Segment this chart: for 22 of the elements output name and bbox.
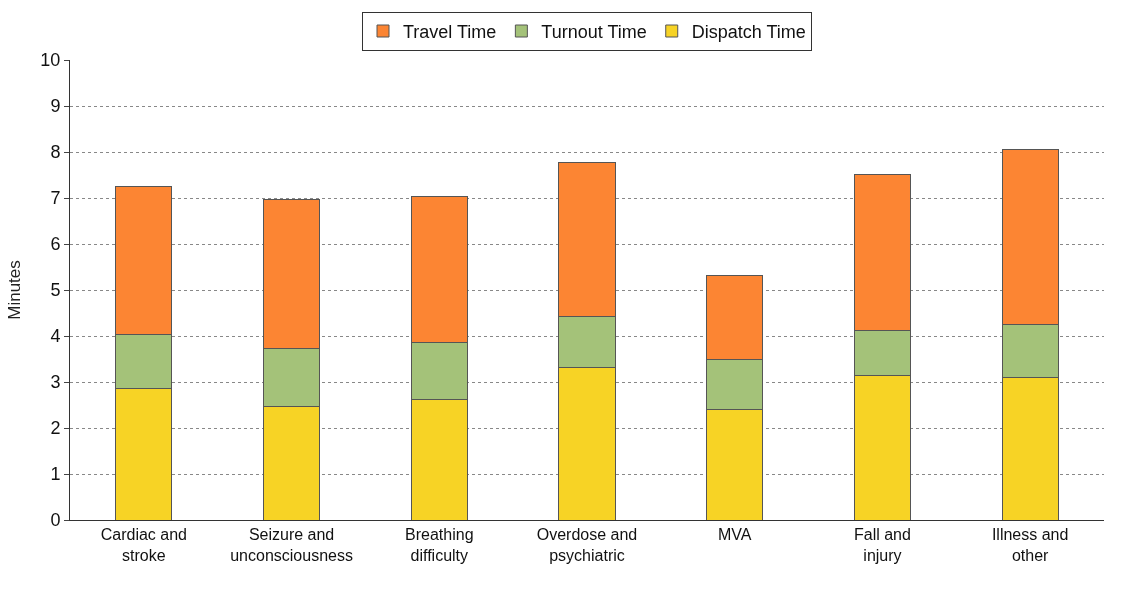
- y-tick-label: 2: [50, 418, 61, 439]
- legend-label: Travel Time: [403, 22, 497, 43]
- x-tick-label: Overdose and psychiatric: [536, 526, 638, 564]
- y-tick-label: 9: [50, 96, 61, 117]
- legend-label: Turnout Time: [541, 22, 647, 43]
- y-tick-label: 6: [50, 234, 61, 255]
- legend-label: Dispatch Time: [691, 22, 806, 43]
- y-tick-label: 1: [50, 464, 61, 485]
- x-tick-label: MVA: [717, 526, 752, 544]
- y-tick-label: 5: [50, 280, 61, 301]
- y-tick-label: 8: [50, 142, 61, 163]
- y-tick-label: 7: [50, 188, 61, 209]
- x-tick-label: Fall and injury: [853, 526, 911, 564]
- x-tick-label: Cardiac and stroke: [100, 526, 187, 564]
- y-tick-label: 10: [40, 50, 61, 71]
- x-tick-label: Breathing difficulty: [405, 526, 474, 564]
- y-tick-label: 4: [50, 326, 61, 347]
- y-axis-title: Minutes: [4, 260, 24, 320]
- x-tick-label: Illness and other: [991, 526, 1069, 564]
- x-tick-label: Seizure and unconsciousness: [230, 526, 353, 564]
- y-tick-label: 0: [50, 510, 61, 531]
- y-tick-label: 3: [50, 372, 61, 393]
